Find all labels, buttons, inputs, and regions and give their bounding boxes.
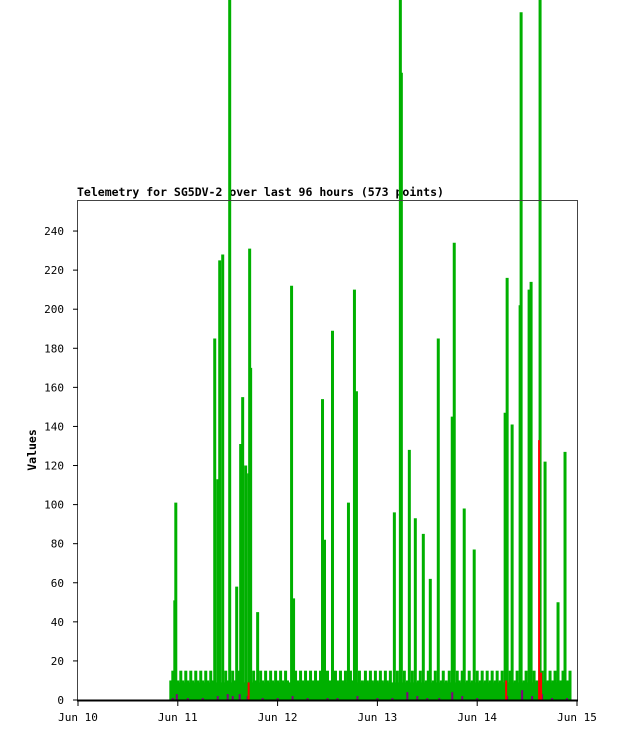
y-tick-label: 20 (51, 655, 64, 668)
y-tick-label: 60 (51, 577, 64, 590)
x-tick-label: Jun 10 (58, 711, 98, 724)
y-tick-label: 120 (44, 460, 64, 473)
y-axis-label: Values (25, 429, 39, 471)
x-tick-label: Jun 11 (158, 711, 198, 724)
y-tick-label: 100 (44, 499, 64, 512)
y-tick-label: 180 (44, 342, 64, 355)
y-tick-label: 140 (44, 420, 64, 433)
x-tick-label: Jun 12 (258, 711, 298, 724)
y-tick-label: 0 (57, 694, 64, 707)
y-tick-label: 220 (44, 264, 64, 277)
x-tick-label: Jun 14 (457, 711, 497, 724)
y-tick-label: 80 (51, 538, 64, 551)
x-tick-label: Jun 13 (358, 711, 398, 724)
plot-frame (77, 200, 578, 701)
y-tick-label: 40 (51, 616, 64, 629)
chart-title: Telemetry for SG5DV-2 over last 96 hours… (77, 185, 444, 199)
x-tick-label: Jun 15 (557, 711, 597, 724)
series-0-band (170, 682, 572, 700)
series-0 (169, 0, 572, 700)
y-tick-label: 160 (44, 381, 64, 394)
y-tick-label: 240 (44, 225, 64, 238)
y-tick-label: 200 (44, 303, 64, 316)
series-1 (247, 440, 543, 700)
